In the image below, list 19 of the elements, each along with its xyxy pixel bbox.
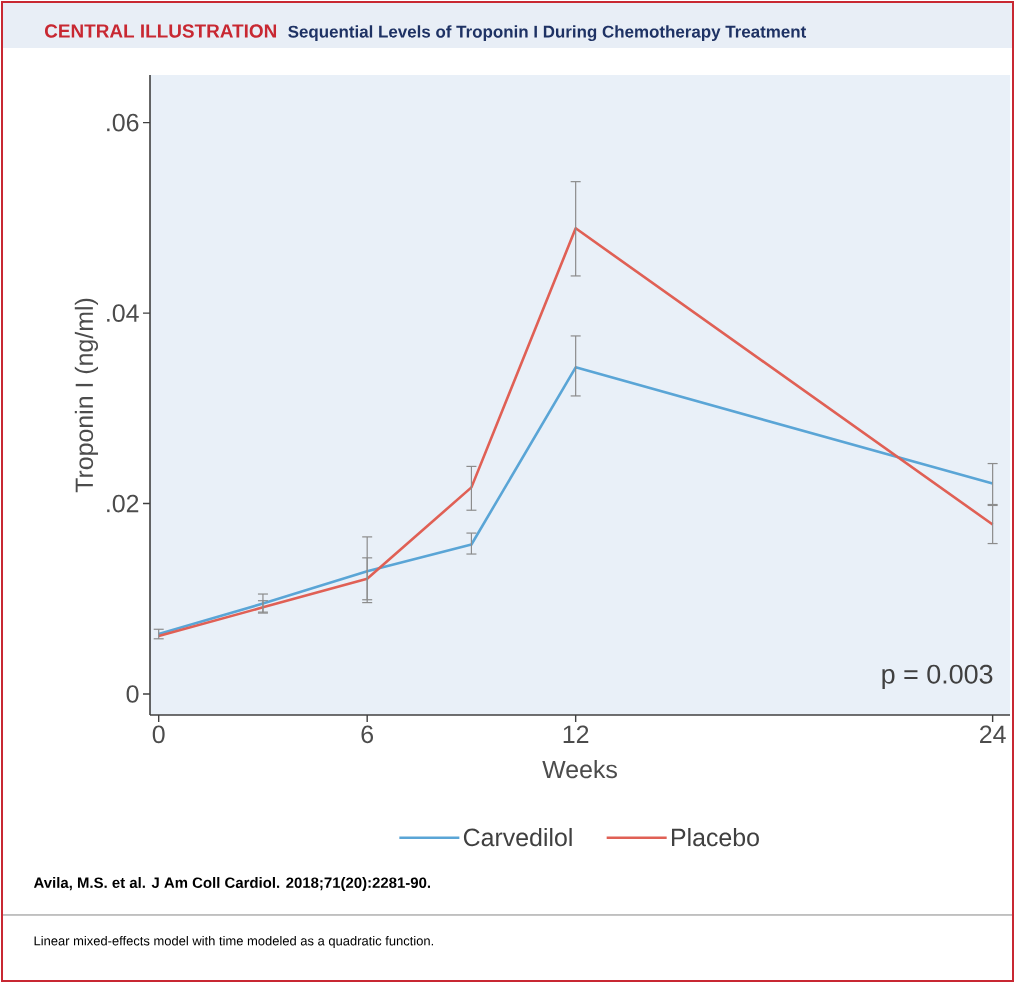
legend-label: Carvedilol <box>463 827 572 847</box>
line-series <box>157 366 994 636</box>
y-tick-label: .06 <box>107 113 139 132</box>
x-axis-title: Weeks <box>542 759 617 779</box>
x-tick-label: 6 <box>361 725 373 744</box>
x-tick-label: 24 <box>980 725 1006 743</box>
text: Linear mixed-effects model with time modeled as a quadratic function. <box>34 935 434 949</box>
y-tick-label: .04 <box>107 304 139 322</box>
y-tick-label: .02 <box>107 494 139 513</box>
chart-title: CENTRAL ILLUSTRATION <box>44 24 277 38</box>
text: Avila, M.S. et al. J Am Coll Cardiol. 2018;71(20):2281-90. <box>33 877 431 891</box>
annotation: p = 0.003 <box>882 664 993 690</box>
x-tick-label: 12 <box>563 725 589 743</box>
y-axis-title: Troponin I (ng/ml) <box>74 298 99 493</box>
legend-label: Placebo <box>672 827 759 847</box>
x-tick-label: 0 <box>152 725 165 744</box>
line-series <box>157 227 994 638</box>
chart-subtitle: Sequential Levels of Troponin I During Chemotherapy Treatment <box>288 25 807 42</box>
y-tick-label: 0 <box>126 685 139 703</box>
